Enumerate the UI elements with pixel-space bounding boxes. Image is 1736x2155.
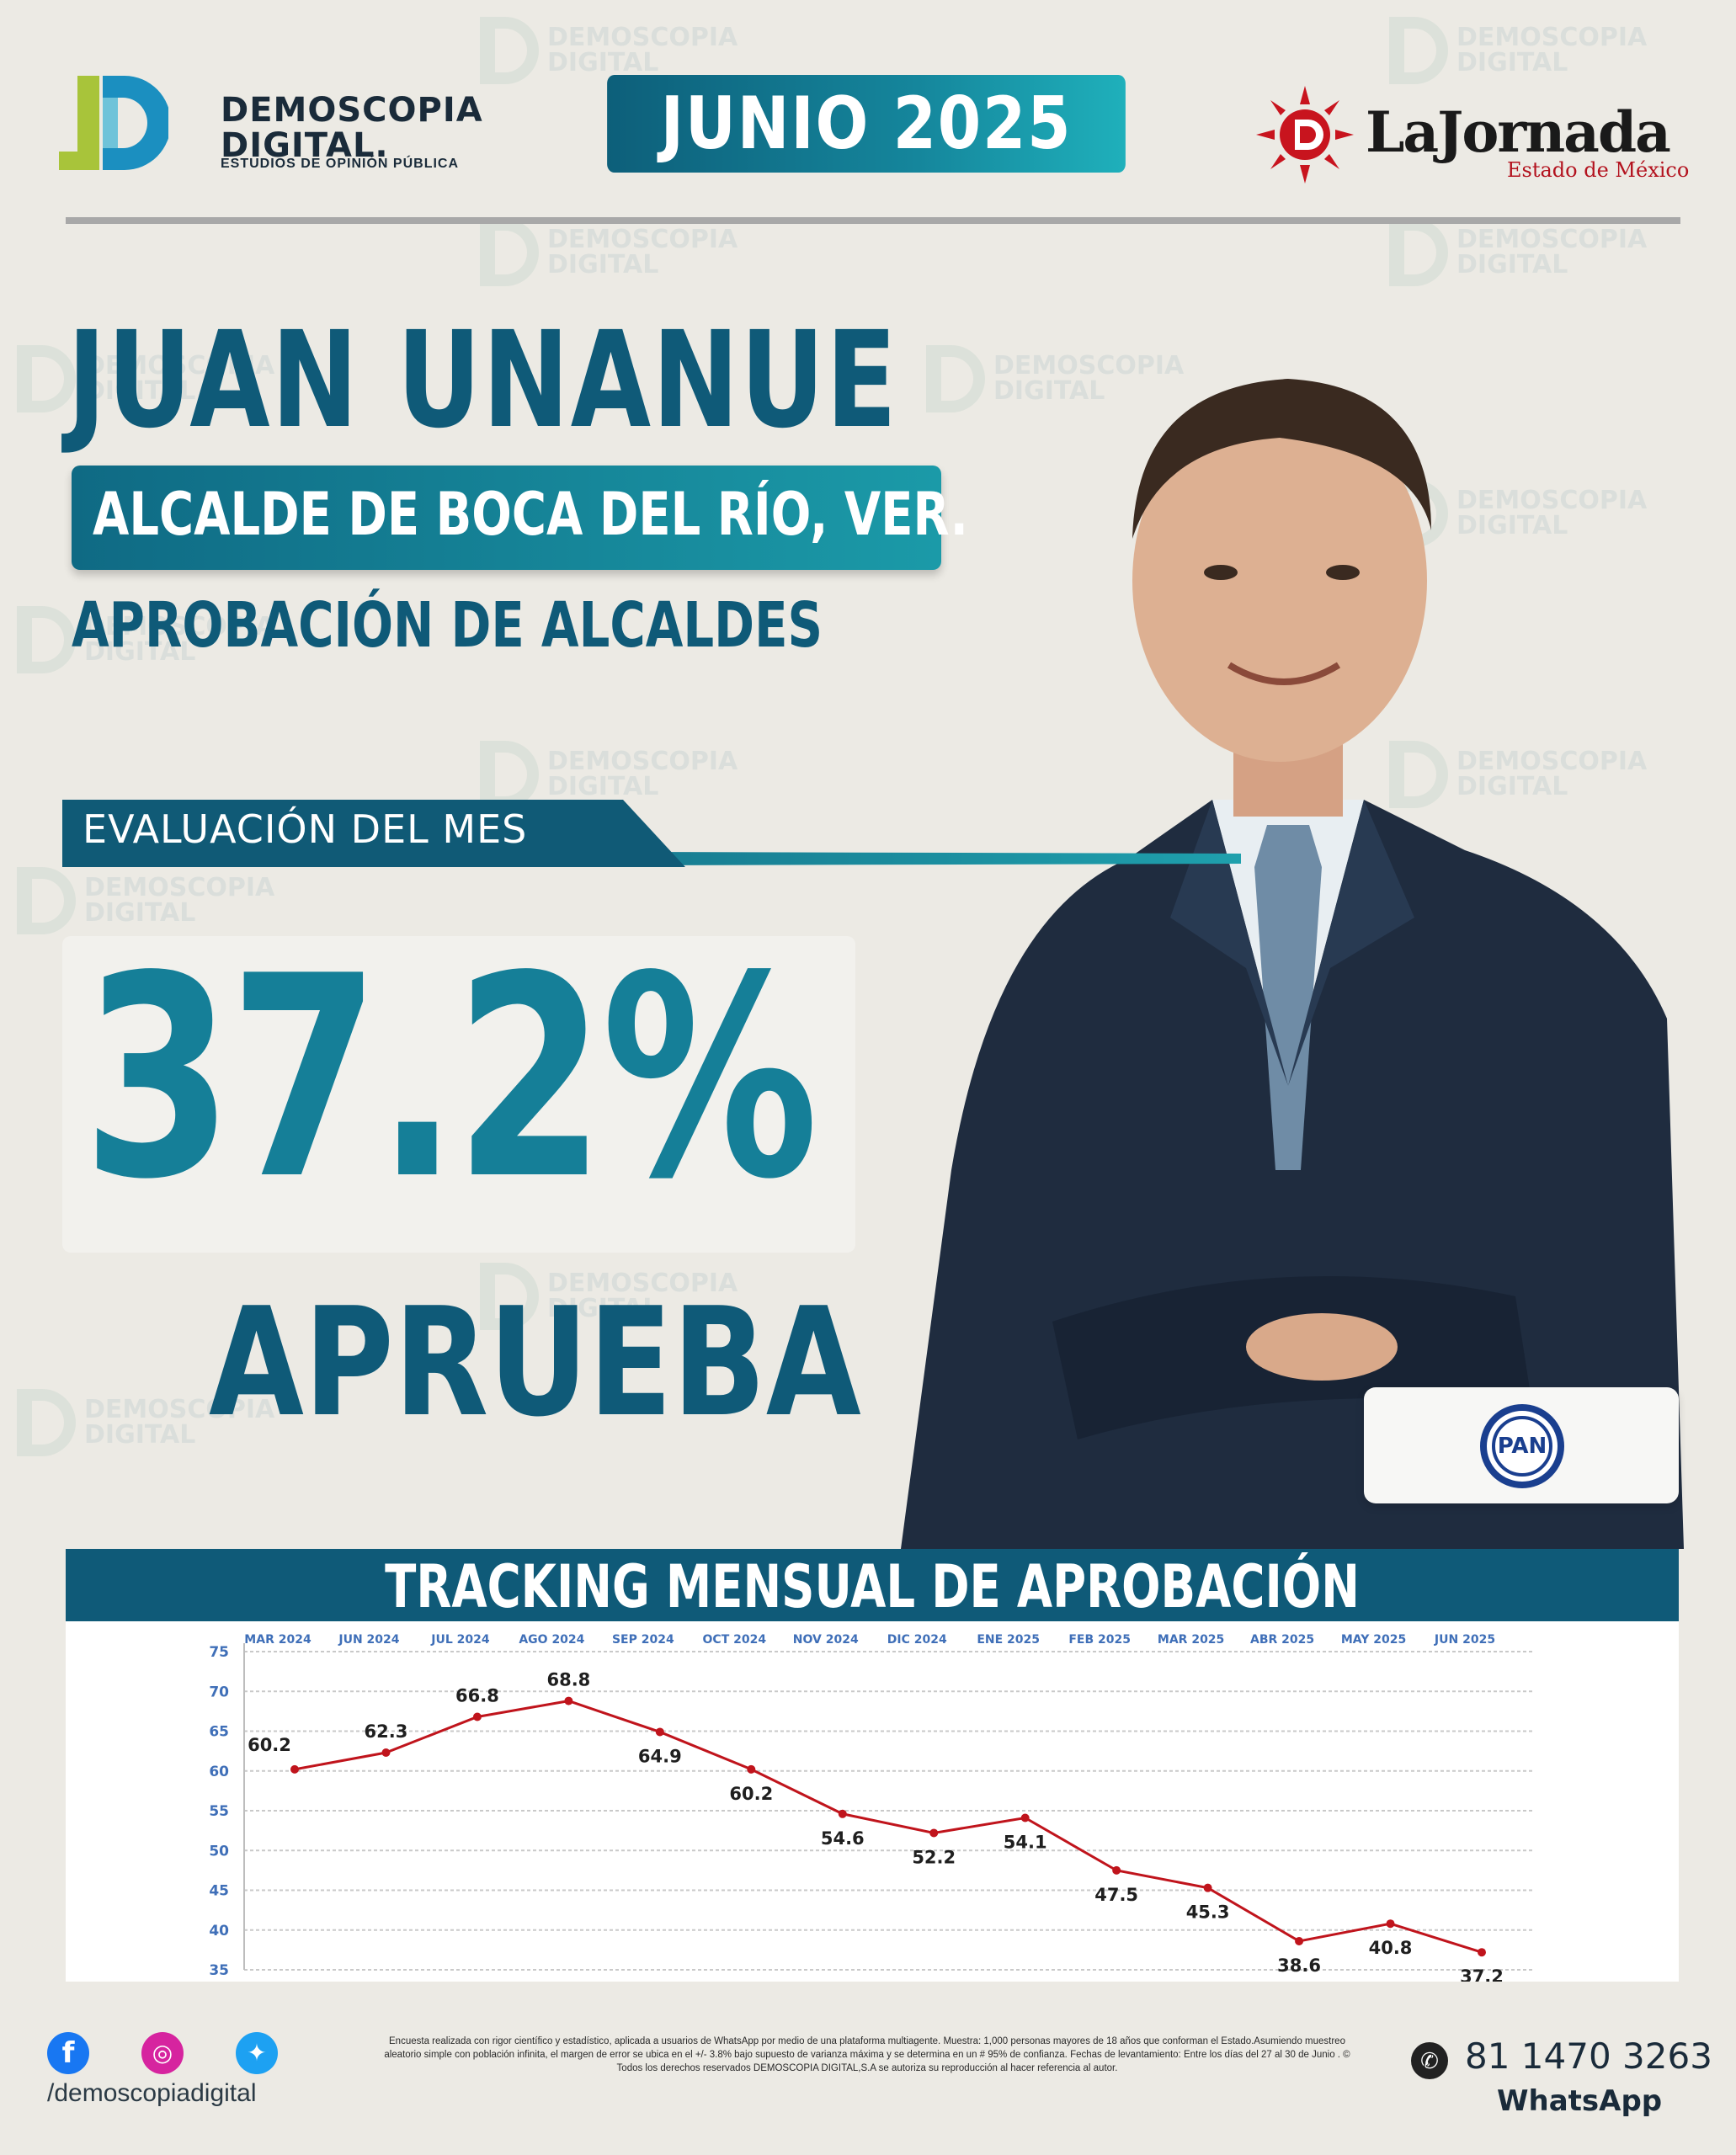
data-point	[381, 1748, 391, 1758]
person-photo	[901, 379, 1684, 1549]
x-tick-label: AGO 2024	[519, 1633, 584, 1647]
person-role: ALCALDE DE BOCA DEL RÍO, VER.	[93, 480, 968, 549]
y-tick-label: 40	[209, 1923, 229, 1940]
x-tick-label: JUN 2025	[1434, 1633, 1495, 1647]
brand-subtitle: ESTUDIOS DE OPINIÓN PÚBLICA	[221, 157, 460, 171]
watermark-logo: DEMOSCOPIA DIGITAL	[480, 219, 738, 286]
x-tick-label: DIC 2024	[887, 1633, 947, 1647]
data-label: 52.2	[912, 1847, 956, 1867]
header-divider	[66, 217, 1680, 224]
evaluation-card	[62, 936, 855, 1253]
x-tick-label: SEP 2024	[612, 1633, 674, 1647]
data-label: 54.6	[821, 1828, 865, 1849]
data-label: 38.6	[1277, 1955, 1321, 1976]
x-tick-label: ABR 2025	[1250, 1633, 1314, 1647]
x-tick-label: MAY 2025	[1341, 1633, 1406, 1647]
instagram-icon[interactable]: ◎	[141, 2032, 184, 2074]
data-label: 40.8	[1369, 1938, 1413, 1958]
y-tick-label: 55	[209, 1803, 229, 1820]
x-tick-label: JUL 2024	[430, 1633, 490, 1647]
partner-name: LaJornada	[1366, 99, 1671, 165]
watermark-logo: DEMOSCOPIA DIGITAL	[480, 1263, 738, 1330]
x-tick-label: ENE 2025	[977, 1633, 1040, 1647]
month-badge: JUNIO 2025	[607, 75, 1126, 173]
y-tick-label: 60	[209, 1764, 229, 1780]
y-tick-label: 45	[209, 1883, 229, 1900]
data-label: 62.3	[365, 1721, 408, 1742]
data-point	[472, 1712, 482, 1721]
twitter-icon[interactable]: ✦	[236, 2032, 278, 2074]
data-point	[838, 1809, 847, 1818]
brand-name: DEMOSCOPIA DIGITAL.	[221, 93, 483, 163]
data-label: 60.2	[729, 1784, 773, 1804]
watermark-logo: DEMOSCOPIA DIGITAL	[1389, 17, 1647, 84]
demoscopia-logo-icon	[59, 76, 168, 170]
partner-subtitle: Estado de México	[1507, 158, 1690, 182]
whatsapp-icon[interactable]: ✆	[1411, 2042, 1448, 2079]
watermark-logo: DEMOSCOPIA DIGITAL	[1389, 741, 1647, 808]
y-tick-label: 75	[209, 1644, 229, 1661]
data-point	[1203, 1883, 1212, 1892]
y-tick-label: 35	[209, 1962, 229, 1979]
watermark-logo: DEMOSCOPIA DIGITAL	[17, 345, 274, 412]
party-label: PAN	[1492, 1416, 1552, 1477]
approval-line-chart: 35 40 45 50 55 60 65 70 75 MAR 2024 JUN 2024 JUL 20…	[209, 1633, 1532, 1982]
data-point	[564, 1696, 573, 1705]
data-label: 47.5	[1094, 1885, 1138, 1905]
x-tick-label: OCT 2024	[703, 1633, 767, 1647]
evaluation-tab	[62, 800, 685, 867]
data-label: 66.8	[455, 1685, 499, 1705]
contact-phone[interactable]: 81 1470 3263	[1465, 2035, 1712, 2077]
data-label: 64.9	[638, 1746, 682, 1766]
data-label: 37.2	[1460, 1966, 1504, 1982]
x-tick-label: NOV 2024	[793, 1633, 859, 1647]
data-point	[1386, 1919, 1395, 1929]
facebook-icon[interactable]: f	[47, 2032, 89, 2074]
data-point	[1295, 1936, 1304, 1945]
chart-panel	[66, 1621, 1679, 1982]
x-tick-label: JUN 2024	[338, 1633, 399, 1647]
y-tick-label: 50	[209, 1843, 229, 1860]
x-tick-label: MAR 2024	[244, 1633, 312, 1647]
survey-subtitle: APROBACIÓN DE ALCALDES	[72, 589, 823, 662]
evaluation-label: EVALUACIÓN DEL MES	[83, 806, 528, 852]
data-point	[1112, 1865, 1121, 1875]
brand-name-line2: DIGITAL.	[221, 126, 389, 165]
data-point	[1020, 1813, 1030, 1822]
person-name: JUAN UNANUE	[67, 303, 898, 458]
watermark-logo: DEMOSCOPIA DIGITAL	[1389, 219, 1647, 286]
data-point	[655, 1727, 664, 1737]
y-tick-label: 70	[209, 1684, 229, 1700]
x-tick-label: FEB 2025	[1068, 1633, 1131, 1647]
data-point	[290, 1764, 299, 1774]
data-point	[929, 1828, 939, 1838]
data-point	[1478, 1948, 1486, 1957]
watermark-logo: DEMOSCOPIA DIGITAL	[926, 345, 1184, 412]
y-tick-label: 65	[209, 1724, 229, 1741]
watermark-logo: DEMOSCOPIA DIGITAL	[480, 741, 738, 808]
watermark-logo: DEMOSCOPIA DIGITAL	[480, 17, 738, 84]
social-handle[interactable]: /demoscopiadigital	[47, 2079, 257, 2107]
data-point	[747, 1764, 756, 1774]
watermark-logo: DEMOSCOPIA DIGITAL	[17, 606, 274, 673]
chart-title: TRACKING MENSUAL DE APROBACIÓN	[385, 1552, 1360, 1621]
watermark-logo: DEMOSCOPIA DIGITAL	[17, 1389, 274, 1456]
brand-name-line1: DEMOSCOPIA	[221, 91, 483, 130]
series-line	[294, 1700, 1483, 1954]
whatsapp-label: WhatsApp	[1497, 2084, 1663, 2118]
x-tick-label: MAR 2025	[1158, 1633, 1224, 1647]
la-jornada-sun-icon	[1256, 86, 1354, 184]
approval-verdict: APRUEBA	[209, 1275, 861, 1450]
chart-header	[66, 1549, 1679, 1621]
role-box	[72, 466, 941, 570]
methodology-disclaimer: Encuesta realizada con rigor científico …	[384, 2036, 1350, 2073]
data-label: 45.3	[1186, 1902, 1230, 1923]
watermark-logo: DEMOSCOPIA DIGITAL	[17, 867, 274, 934]
data-label: 68.8	[546, 1670, 590, 1690]
data-label: 60.2	[248, 1735, 291, 1755]
approval-value: 37.2%	[83, 917, 818, 1240]
data-label: 54.1	[1004, 1833, 1047, 1853]
